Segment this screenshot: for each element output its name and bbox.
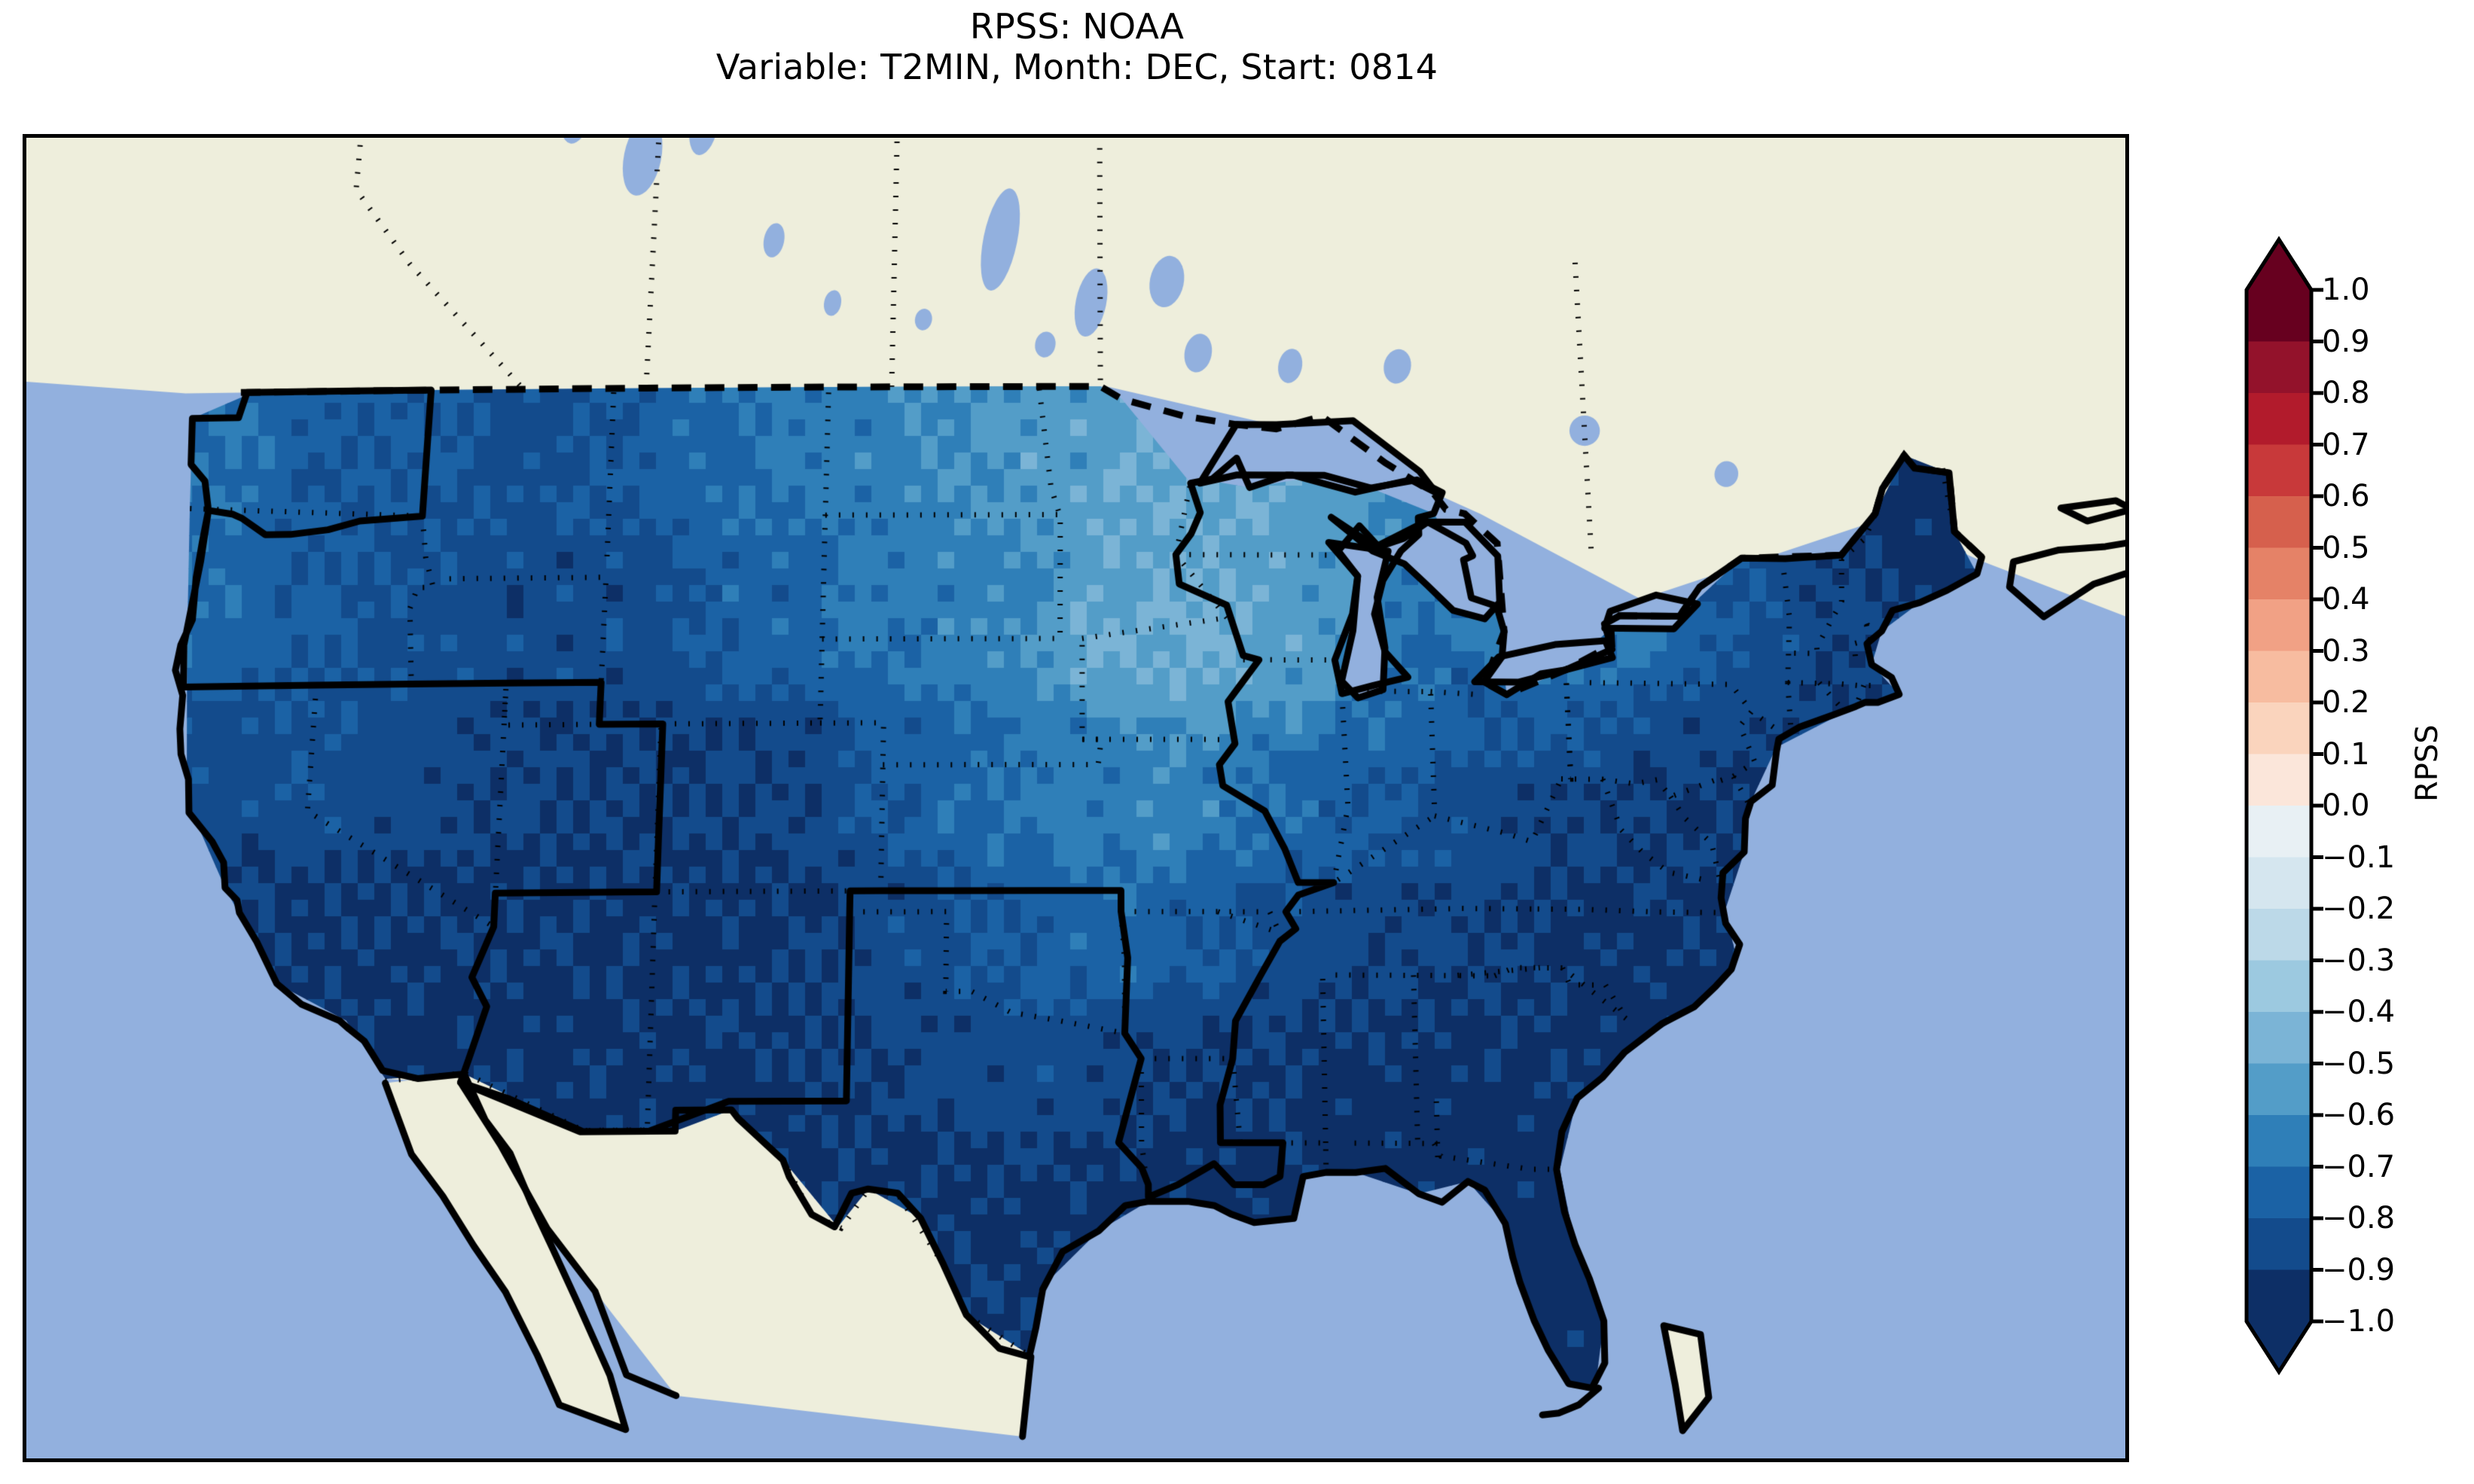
- title-block: RPSS: NOAA Variable: T2MIN, Month: DEC, …: [0, 6, 2154, 88]
- colorbar-axis-label: RPSS: [2410, 724, 2445, 802]
- page-title: RPSS: NOAA: [969, 6, 1185, 47]
- colorbar-tick-label: 0.7: [2322, 427, 2370, 462]
- colorbar-tick-label: −0.5: [2322, 1046, 2396, 1081]
- colorbar-tick-label: 0.1: [2322, 736, 2370, 772]
- colorbar-tick-label: −0.9: [2322, 1252, 2396, 1287]
- colorbar-tick-label: 0.4: [2322, 582, 2370, 617]
- page-subtitle: Variable: T2MIN, Month: DEC, Start: 0814: [715, 47, 1438, 88]
- colorbar-tick-label: −1.0: [2322, 1304, 2396, 1339]
- colorbar-tick-label: 0.5: [2322, 530, 2370, 565]
- colorbar-swatches: [2244, 236, 2323, 1376]
- map-heatmap-canvas: [26, 138, 2125, 1458]
- colorbar-tick-label: −0.8: [2322, 1201, 2396, 1236]
- colorbar-tick-label: −0.1: [2322, 840, 2396, 875]
- colorbar-tick-label: −0.6: [2322, 1098, 2396, 1132]
- colorbar-tick-label: −0.7: [2322, 1149, 2396, 1184]
- map-axes: [23, 134, 2129, 1462]
- colorbar-tick-label: −0.4: [2322, 995, 2396, 1029]
- colorbar: 1.0 0.9 0.8 0.7 0.6 0.5 0.4 0.3 0.2 0.1 0.0 −0.1 −0.…: [2241, 226, 2395, 1385]
- colorbar-tick-label: 0.3: [2322, 633, 2370, 669]
- colorbar-tick-label: 0.2: [2322, 685, 2370, 720]
- colorbar-tick-label: 0.8: [2322, 376, 2370, 410]
- colorbar-tick-label: 0.9: [2322, 324, 2370, 359]
- colorbar-tick-label: 1.0: [2322, 273, 2370, 307]
- colorbar-tick-label: 0.6: [2322, 479, 2370, 513]
- colorbar-tick-label: −0.2: [2322, 891, 2396, 926]
- colorbar-tick-label: −0.3: [2322, 943, 2396, 978]
- colorbar-tick-label: 0.0: [2322, 788, 2370, 823]
